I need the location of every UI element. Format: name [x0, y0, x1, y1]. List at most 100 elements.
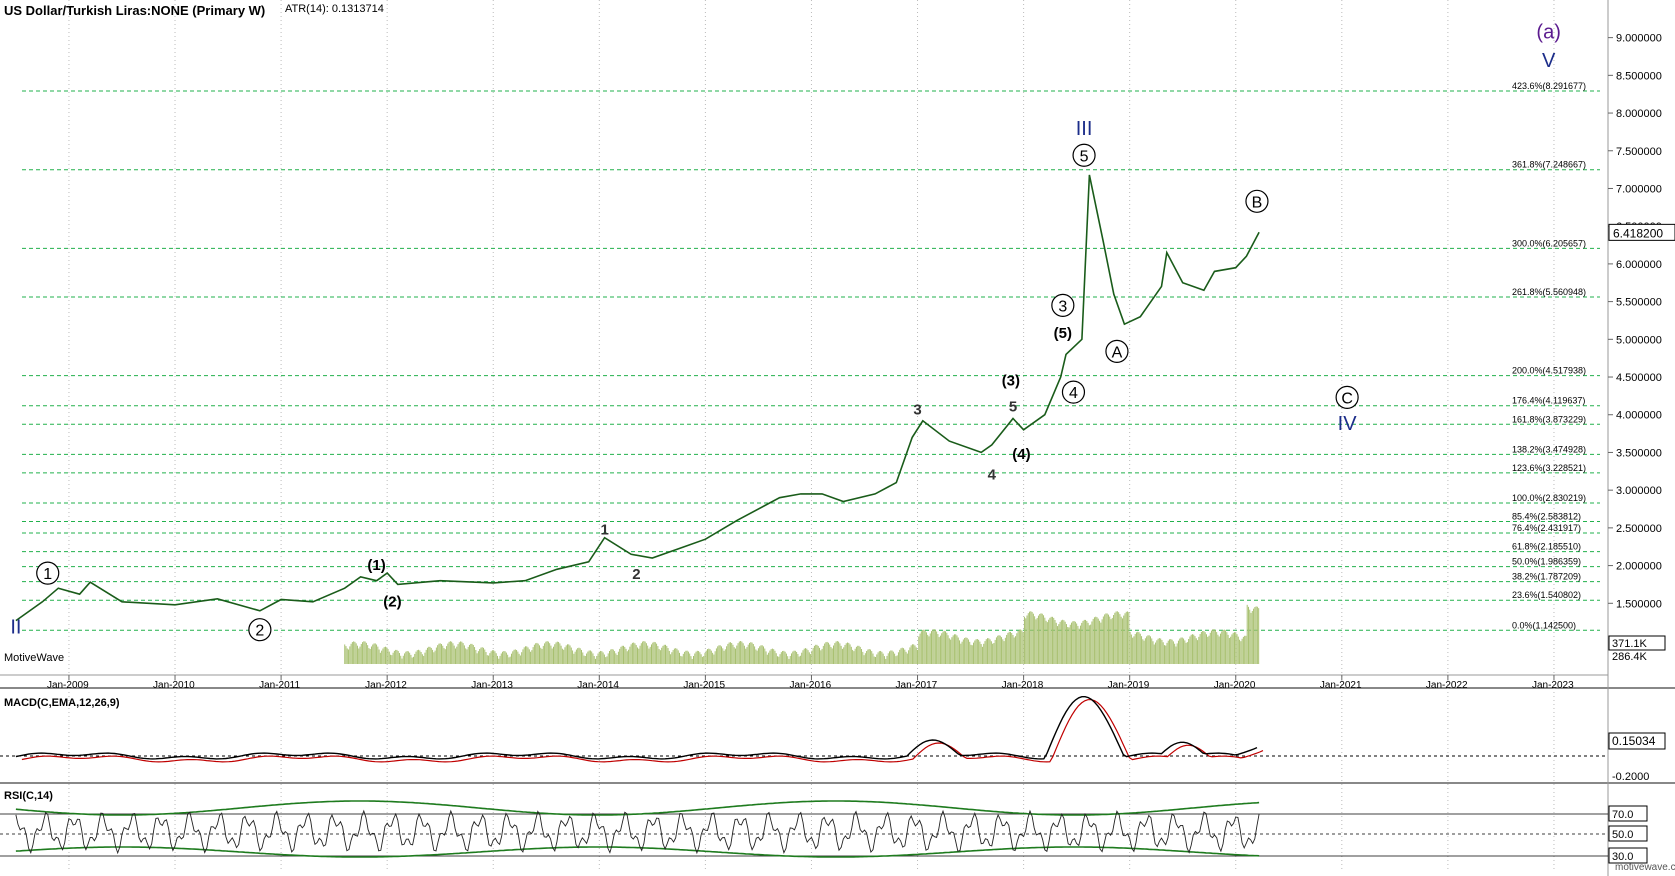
chart-title: US Dollar/Turkish Liras:NONE (Primary W)	[4, 3, 266, 18]
wave-label: (5)	[1054, 325, 1072, 342]
time-tick-label: Jan-2022	[1426, 680, 1468, 691]
wave-label-circle	[1245, 189, 1269, 213]
fib-level-label: 300.0%(6.205657)	[1512, 238, 1586, 248]
rsi-line	[15, 809, 1260, 855]
wave-label: 1	[600, 522, 608, 539]
time-tick-label: Jan-2013	[471, 680, 513, 691]
price-tick-label: 4.500000	[1616, 372, 1662, 384]
last-price-marker	[1608, 223, 1675, 241]
fib-level-label: 176.4%(4.119637)	[1512, 396, 1585, 406]
fib-level-label: 61.8%(2.185510)	[1512, 542, 1581, 552]
fib-level-label: 50.0%(1.986359)	[1512, 557, 1581, 567]
time-tick-label: Jan-2018	[1002, 680, 1044, 691]
wave-label: 4	[1069, 385, 1078, 402]
wave-label-circle	[1105, 339, 1129, 363]
price-tick-label: 3.000000	[1616, 485, 1662, 497]
volume-last-label: 371.1K	[1612, 638, 1648, 650]
wave-label: III	[1076, 118, 1093, 140]
rsi-level-label: 30.0	[1612, 851, 1633, 863]
price-tick-label: 2.000000	[1616, 561, 1662, 573]
volume-marker	[1608, 635, 1666, 651]
time-tick-label: Jan-2011	[259, 680, 300, 691]
macd-ref-label: -0.2000	[1612, 771, 1649, 783]
wave-label: (a)	[1536, 21, 1560, 43]
time-tick-label: Jan-2017	[896, 680, 938, 691]
fib-level-label: 423.6%(8.291677)	[1512, 81, 1586, 91]
time-tick-label: Jan-2021	[1320, 680, 1362, 691]
wave-label-circle	[1051, 293, 1075, 317]
wave-label: IV	[1338, 413, 1358, 435]
fib-level-label: 85.4%(2.583812)	[1512, 512, 1581, 522]
price-tick-label: 3.500000	[1616, 447, 1662, 459]
price-line	[15, 174, 1260, 622]
wave-label: II	[10, 616, 21, 638]
time-tick-label: Jan-2012	[365, 680, 407, 691]
fib-level-label: 23.6%(1.540802)	[1512, 590, 1581, 600]
price-tick-label: 6.000000	[1616, 259, 1662, 271]
rsi-lower-band	[15, 846, 1260, 858]
time-tick-label: Jan-2009	[47, 680, 89, 691]
wave-label-circle	[1072, 143, 1096, 167]
price-tick-label: 9.000000	[1616, 33, 1662, 45]
wave-label-circle	[1335, 385, 1359, 409]
fib-level-label: 100.0%(2.830219)	[1512, 493, 1586, 503]
macd-value-marker	[1608, 732, 1666, 750]
wave-label-circle	[1061, 380, 1086, 404]
time-tick-label: Jan-2019	[1108, 680, 1150, 691]
wave-label: 3	[913, 402, 921, 419]
macd-value-label: 0.15034	[1612, 734, 1656, 748]
price-tick-label: 1.500000	[1616, 598, 1662, 610]
price-tick-label: 8.500000	[1616, 70, 1662, 82]
rsi-level-marker	[1608, 847, 1648, 864]
wave-label: B	[1252, 194, 1263, 211]
time-tick-label: Jan-2016	[789, 680, 831, 691]
fib-level-label: 138.2%(3.474928)	[1512, 444, 1586, 454]
time-tick-label: Jan-2023	[1532, 680, 1574, 691]
price-tick-label: 7.500000	[1616, 146, 1662, 158]
time-tick-label: Jan-2015	[683, 680, 725, 691]
wave-label: C	[1341, 390, 1353, 407]
fib-level-label: 161.8%(3.873229)	[1512, 414, 1586, 424]
rsi-level-marker	[1608, 825, 1648, 842]
fib-level-label: 200.0%(4.517938)	[1512, 366, 1586, 376]
wave-label: V	[1542, 50, 1556, 72]
volume-secondary-label: 286.4K	[1612, 651, 1648, 663]
wave-label-circle	[248, 618, 272, 642]
wave-label: (1)	[367, 557, 385, 574]
price-tick-label: 7.000000	[1616, 183, 1662, 195]
rsi-level-marker	[1608, 805, 1648, 822]
rsi-upper-band	[15, 800, 1260, 816]
wave-label-circle	[36, 561, 60, 585]
fib-level-label: 76.4%(2.431917)	[1512, 523, 1581, 533]
fib-level-label: 361.8%(7.248667)	[1512, 160, 1586, 170]
rsi-level-label: 50.0	[1612, 829, 1633, 841]
last-price-label: 6.418200	[1613, 226, 1663, 240]
watermark-right: motivewave.com	[1615, 862, 1675, 873]
rsi-level-label: 70.0	[1612, 809, 1633, 821]
fib-level-label: 38.2%(1.787209)	[1512, 572, 1581, 582]
rsi-label: RSI(C,14)	[4, 790, 53, 802]
wave-label: 4	[988, 467, 997, 484]
wave-label: 5	[1009, 399, 1017, 416]
price-tick-label: 5.500000	[1616, 297, 1662, 309]
macd-line	[15, 696, 1258, 760]
time-tick-label: Jan-2020	[1214, 680, 1256, 691]
fib-level-label: 0.0%(1.142500)	[1512, 620, 1576, 630]
watermark-left: MotiveWave	[4, 652, 65, 664]
time-tick-label: Jan-2014	[577, 680, 619, 691]
fib-level-label: 261.8%(5.560948)	[1512, 287, 1586, 297]
price-tick-label: 2.500000	[1616, 523, 1662, 535]
time-tick-label: Jan-2010	[153, 680, 195, 691]
wave-label: 5	[1080, 148, 1089, 165]
atr-readout: ATR(14): 0.1313714	[285, 3, 384, 15]
fib-level-label: 123.6%(3.228521)	[1512, 463, 1586, 473]
macd-signal-line	[21, 699, 1264, 763]
macd-label: MACD(C,EMA,12,26,9)	[4, 697, 120, 709]
price-tick-label: 5.000000	[1616, 334, 1662, 346]
wave-label: 1	[43, 566, 52, 583]
wave-label: (2)	[383, 593, 401, 610]
price-tick-label: 4.000000	[1616, 410, 1662, 422]
wave-label: (4)	[1012, 446, 1030, 463]
